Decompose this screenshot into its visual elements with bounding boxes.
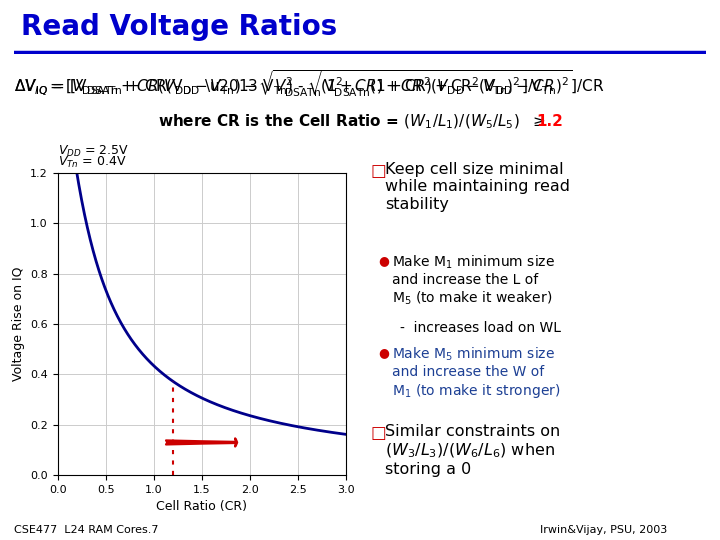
Text: $V_{Tn}$ = 0.4V: $V_{Tn}$ = 0.4V bbox=[58, 155, 126, 170]
Text: $\mathregular{\Delta V_{IQ}}$ = [$\mathregular{V_{DSATn}}$ + CR($\mathregular{V_: $\mathregular{\Delta V_{IQ}}$ = [$\mathr… bbox=[14, 69, 605, 99]
Text: ●: ● bbox=[378, 254, 389, 267]
Text: $V_{DD}$ = 2.5V: $V_{DD}$ = 2.5V bbox=[58, 144, 129, 159]
Text: 1.2: 1.2 bbox=[536, 114, 563, 129]
Text: CSE477  L24 RAM Cores.7: CSE477 L24 RAM Cores.7 bbox=[14, 524, 159, 535]
Text: Make M$_5$ minimum size
and increase the W of
M$_1$ (to make it stronger): Make M$_5$ minimum size and increase the… bbox=[392, 346, 561, 400]
Text: ●: ● bbox=[378, 346, 389, 359]
Text: Read Voltage Ratios: Read Voltage Ratios bbox=[22, 12, 338, 40]
Text: Keep cell size minimal
while maintaining read
stability: Keep cell size minimal while maintaining… bbox=[385, 162, 570, 212]
Text: □: □ bbox=[371, 424, 387, 442]
Text: $\Delta V_{IQ} = [V_{\rm DSATn} + CR(V_{\rm DD} - V_{\rm Tn}) - \sqrt{V_{\rm DSA: $\Delta V_{IQ} = [V_{\rm DSATn} + CR(V_{… bbox=[14, 69, 555, 99]
Y-axis label: Voltage Rise on IQ: Voltage Rise on IQ bbox=[12, 267, 24, 381]
Text: Similar constraints on
$(W_3/L_3)/(W_6/L_6)$ when
storing a 0: Similar constraints on $(W_3/L_3)/(W_6/L… bbox=[385, 424, 560, 477]
X-axis label: Cell Ratio (CR): Cell Ratio (CR) bbox=[156, 501, 247, 514]
Text: -  increases load on WL: - increases load on WL bbox=[400, 321, 561, 335]
Text: □: □ bbox=[371, 162, 387, 180]
Text: Make M$_1$ minimum size
and increase the L of
M$_5$ (to make it weaker): Make M$_1$ minimum size and increase the… bbox=[392, 254, 555, 307]
Text: where CR is the Cell Ratio = $(W_1/L_1)/(W_5/L_5)$  $\geq$: where CR is the Cell Ratio = $(W_1/L_1)/… bbox=[158, 112, 557, 131]
Text: Irwin&Vijay, PSU, 2003: Irwin&Vijay, PSU, 2003 bbox=[540, 524, 667, 535]
